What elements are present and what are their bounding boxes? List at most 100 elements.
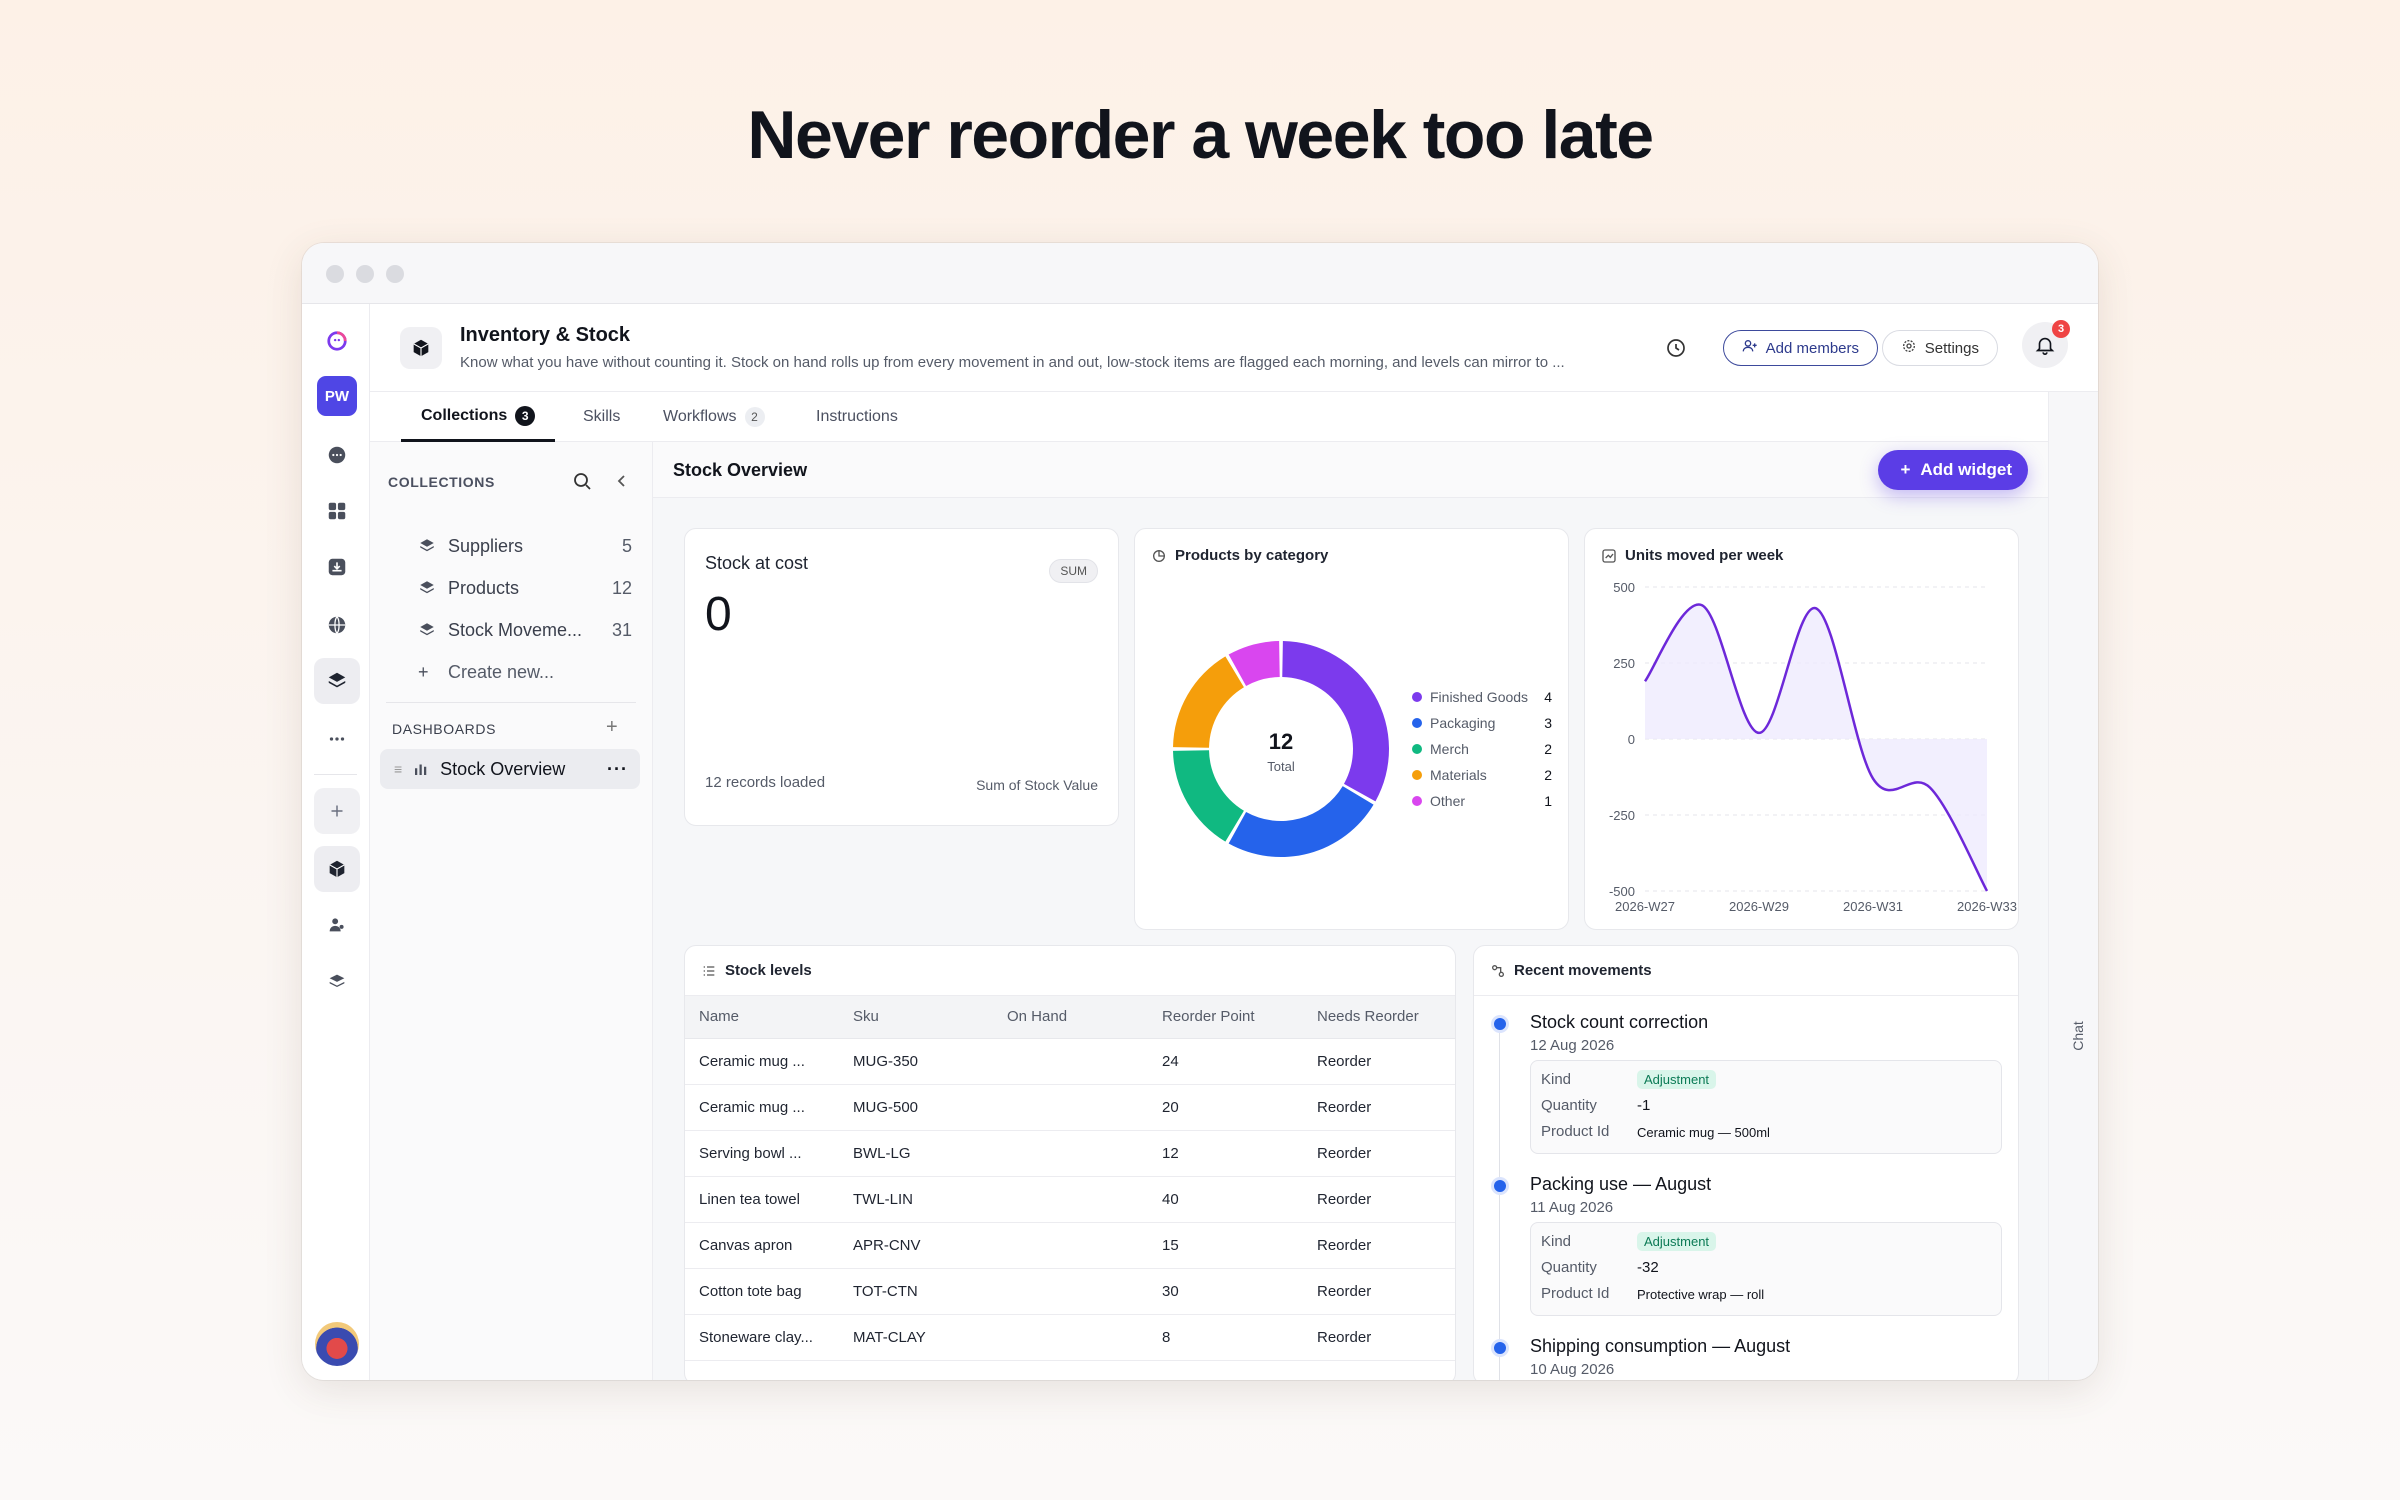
legend-item[interactable]: Other 1 bbox=[1412, 790, 1552, 812]
donut-slice-merch[interactable] bbox=[1173, 750, 1244, 842]
column-header[interactable]: Name bbox=[685, 996, 839, 1039]
globe-icon[interactable] bbox=[314, 602, 360, 648]
quantity-label: Quantity bbox=[1541, 1259, 1597, 1276]
table-row[interactable]: Ceramic mug ... MUG-350 24 Reorder bbox=[685, 1038, 1455, 1085]
window-minimize-dot[interactable] bbox=[356, 265, 374, 283]
add-dashboard-icon[interactable]: + bbox=[606, 716, 618, 738]
tab-count: 2 bbox=[744, 407, 765, 427]
table-cell bbox=[993, 1314, 1148, 1361]
column-header[interactable]: On Hand bbox=[993, 996, 1148, 1039]
series-line[interactable] bbox=[1643, 603, 1989, 892]
table-cell bbox=[993, 1038, 1148, 1085]
table-cell: BWL-LG bbox=[839, 1130, 993, 1177]
add-widget-button[interactable]: + Add widget bbox=[1878, 450, 2028, 490]
timeline-dot bbox=[1494, 1180, 1506, 1192]
legend-item[interactable]: Materials 2 bbox=[1412, 764, 1552, 786]
column-header[interactable]: Needs Reorder bbox=[1303, 996, 1455, 1039]
aggregation-description: Sum of Stock Value bbox=[976, 777, 1098, 793]
donut-slice-packaging[interactable] bbox=[1228, 786, 1374, 857]
add-members-button[interactable]: Add members bbox=[1722, 330, 1878, 366]
layers-icon[interactable] bbox=[314, 658, 360, 704]
category-donut-chart: 12 Total bbox=[1173, 641, 1389, 857]
window-zoom-dot[interactable] bbox=[386, 265, 404, 283]
card-title-text: Stock levels bbox=[725, 962, 812, 979]
table-row[interactable]: Serving bowl ... BWL-LG 12 Reorder bbox=[685, 1130, 1455, 1177]
tab-workflows[interactable]: Workflows 2 bbox=[663, 392, 765, 442]
table-row[interactable]: Cotton tote bag TOT-CTN 30 Reorder bbox=[685, 1268, 1455, 1315]
apps-grid-icon[interactable] bbox=[314, 488, 360, 534]
table-row[interactable]: Linen tea towel TWL-LIN 40 Reorder bbox=[685, 1176, 1455, 1223]
aggregation-badge[interactable]: SUM bbox=[1049, 559, 1098, 583]
notifications-button[interactable]: 3 bbox=[2022, 320, 2070, 368]
timeline-line bbox=[1499, 1016, 1500, 1380]
history-icon[interactable] bbox=[1664, 336, 1688, 360]
card-title-text: Products by category bbox=[1175, 547, 1329, 564]
collection-count: 12 bbox=[611, 577, 632, 598]
table-row[interactable]: Stoneware clay... MAT-CLAY 8 Reorder bbox=[685, 1314, 1455, 1361]
stack-app-icon[interactable] bbox=[314, 958, 360, 1004]
legend-swatch bbox=[1412, 692, 1422, 702]
table-row[interactable]: Canvas apron APR-CNV 15 Reorder bbox=[685, 1222, 1455, 1269]
app-logo-icon[interactable] bbox=[314, 318, 360, 364]
collection-item-products[interactable]: Products 12 bbox=[418, 567, 632, 609]
category-legend: Finished Goods 4 Packaging 3 Merch 2 Materials… bbox=[1412, 686, 1552, 826]
card-title: Stock at cost bbox=[705, 553, 809, 573]
tab-collections[interactable]: Collections 3 bbox=[401, 392, 556, 442]
table-row[interactable]: Ceramic mug ... MUG-500 20 Reorder bbox=[685, 1084, 1455, 1131]
window-close-dot[interactable] bbox=[326, 265, 344, 283]
more-options-icon[interactable]: ··· bbox=[607, 758, 628, 779]
collection-item-suppliers[interactable]: Suppliers 5 bbox=[418, 525, 632, 567]
collapse-sidebar-icon[interactable] bbox=[610, 469, 634, 498]
collection-count: 31 bbox=[611, 619, 632, 640]
dashboard-area: Stock Overview + Add widget Stock at cost… bbox=[653, 442, 2048, 1380]
tab-skills[interactable]: Skills bbox=[583, 392, 620, 442]
user-avatar[interactable] bbox=[315, 1322, 359, 1366]
settings-button[interactable]: Settings bbox=[1881, 330, 1998, 366]
collection-item-stock-movements[interactable]: Stock Moveme... 31 bbox=[418, 609, 632, 651]
recent-movements-card: Recent movements Stock count correction 1… bbox=[1473, 945, 2019, 1380]
legend-swatch bbox=[1412, 770, 1422, 780]
plus-icon: + bbox=[1900, 460, 1911, 479]
legend-label: Merch bbox=[1430, 741, 1469, 757]
chat-icon[interactable] bbox=[314, 432, 360, 478]
legend-value: 4 bbox=[1544, 689, 1552, 705]
donut-slice-materials[interactable] bbox=[1173, 656, 1244, 748]
add-app-icon[interactable] bbox=[314, 788, 360, 834]
dashboards-heading: DASHBOARDS bbox=[392, 721, 497, 737]
table-cell: 24 bbox=[1148, 1038, 1303, 1085]
layers-icon bbox=[420, 581, 434, 594]
tab-count: 3 bbox=[515, 405, 536, 426]
movement-title: Packing use — August bbox=[1530, 1174, 1712, 1194]
table-cell: Ceramic mug ... bbox=[685, 1038, 839, 1085]
legend-item[interactable]: Finished Goods 4 bbox=[1412, 686, 1552, 708]
collection-label: Stock Moveme... bbox=[448, 619, 583, 640]
legend-item[interactable]: Merch 2 bbox=[1412, 738, 1552, 760]
legend-item[interactable]: Packaging 3 bbox=[1412, 712, 1552, 734]
more-icon[interactable] bbox=[314, 716, 360, 762]
movement-item[interactable]: Packing use — August 11 Aug 2026 Kind Adjus… bbox=[1494, 1174, 2002, 1324]
movements-icon bbox=[1492, 964, 1504, 977]
inbox-icon[interactable] bbox=[314, 544, 360, 590]
donut-slice-other[interactable] bbox=[1228, 641, 1280, 687]
tab-instructions[interactable]: Instructions bbox=[816, 392, 898, 442]
chat-panel-toggle[interactable]: Chat bbox=[2048, 392, 2098, 1380]
movement-item[interactable]: Shipping consumption — August 10 Aug 2026 bbox=[1494, 1336, 2002, 1380]
stock-levels-card: Stock levels Name Sku On Hand Reorder Point… bbox=[684, 945, 1456, 1380]
donut-slice-finished-goods[interactable] bbox=[1282, 641, 1389, 802]
search-icon[interactable] bbox=[570, 469, 594, 498]
collection-label: Suppliers bbox=[448, 535, 524, 556]
column-header[interactable]: Reorder Point bbox=[1148, 996, 1303, 1039]
dashboard-item-stock-overview[interactable]: ≡ Stock Overview ··· bbox=[380, 749, 640, 789]
donut-total-label: Total bbox=[1267, 759, 1295, 774]
sidebar: COLLECTIONS Suppliers 5 Products 12 Stock … bbox=[370, 442, 653, 1380]
table-cell: Ceramic mug ... bbox=[685, 1084, 839, 1131]
table-cell: 20 bbox=[1148, 1084, 1303, 1131]
create-new-collection[interactable]: + Create new... bbox=[418, 651, 632, 693]
column-header[interactable]: Sku bbox=[839, 996, 993, 1039]
drag-handle-icon[interactable]: ≡ bbox=[394, 761, 403, 777]
cube-app-icon[interactable] bbox=[314, 846, 360, 892]
movement-item[interactable]: Stock count correction 12 Aug 2026 Kind Adj… bbox=[1494, 1012, 2002, 1162]
people-app-icon[interactable] bbox=[314, 902, 360, 948]
workspace-badge[interactable]: PW bbox=[317, 376, 357, 416]
create-new-label: Create new... bbox=[448, 661, 555, 682]
